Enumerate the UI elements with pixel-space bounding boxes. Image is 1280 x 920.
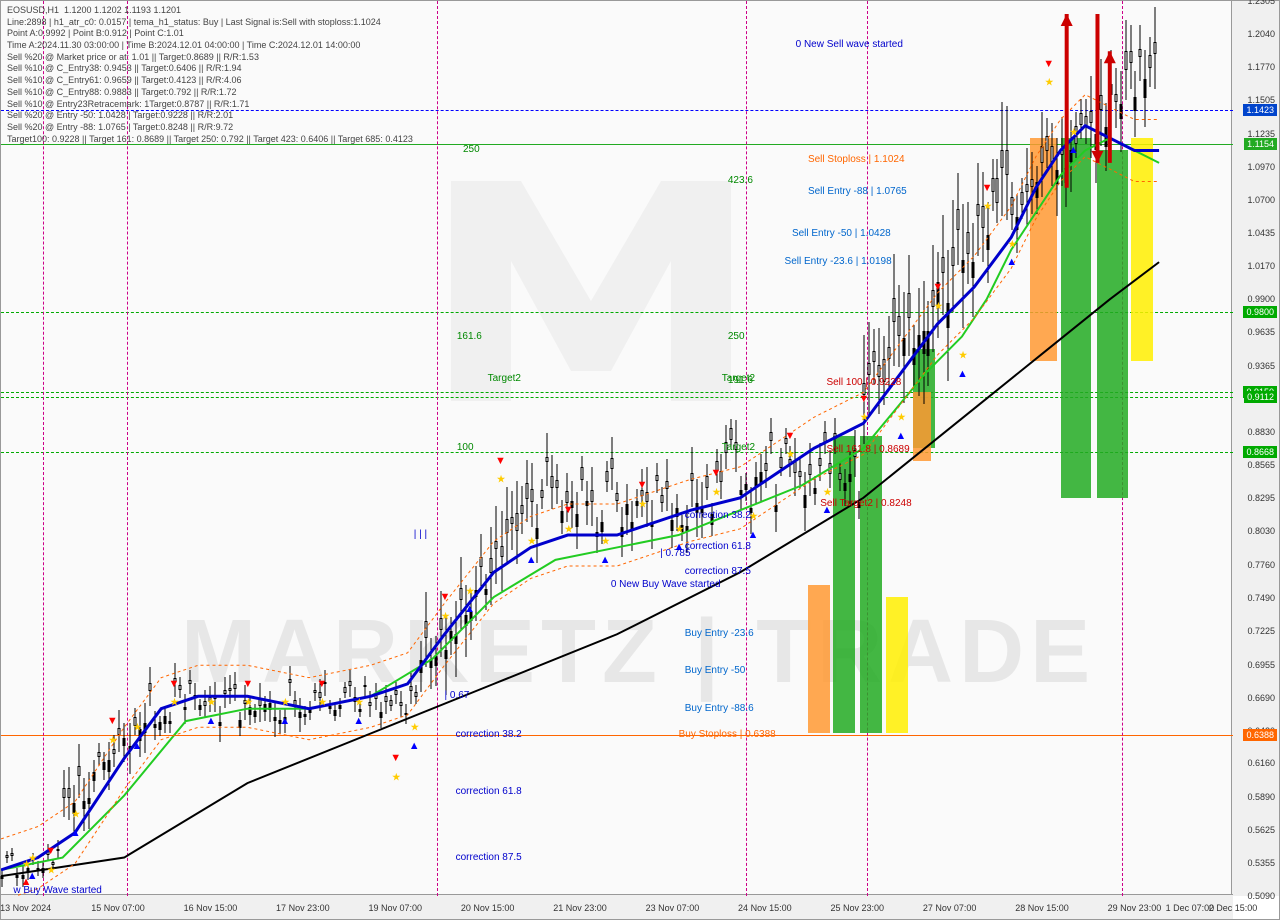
chart-annotation-label: correction 87.5 — [456, 852, 522, 863]
x-tick: 15 Nov 07:00 — [91, 903, 145, 913]
chart-annotation-label: 161.6 — [457, 331, 482, 342]
x-tick: 20 Nov 15:00 — [461, 903, 515, 913]
y-tick: 0.6160 — [1247, 758, 1275, 768]
chart-annotation-label: Sell Entry -88 | 1.0765 — [808, 186, 907, 197]
info-line: Sell %10 @ Entry23Retracemark: 1Target:0… — [7, 99, 413, 111]
y-tick: 0.8295 — [1247, 493, 1275, 503]
chart-annotation-label: Target2 — [488, 373, 521, 384]
price-level-label: 0.9800 — [1243, 306, 1277, 318]
info-text-lines: Line:2898 | h1_atr_c0: 0.0157 | tema_h1_… — [7, 17, 413, 146]
chart-annotation-label: Buy Entry -23.6 — [685, 628, 754, 639]
chart-annotation-label: Sell 161.8 | 0.8689 — [826, 444, 909, 455]
y-tick: 1.0970 — [1247, 162, 1275, 172]
x-tick: 2 Dec 15:00 — [1209, 903, 1258, 913]
y-tick: 1.2305 — [1247, 0, 1275, 6]
y-tick: 0.5625 — [1247, 825, 1275, 835]
price-level-label: 1.1154 — [1244, 138, 1277, 150]
y-tick: 0.8030 — [1247, 526, 1275, 536]
x-tick: 21 Nov 23:00 — [553, 903, 607, 913]
chart-annotation-label: w Buy Wave started — [13, 885, 102, 896]
chart-annotation-label: 191.6 — [728, 375, 753, 386]
y-tick: 0.9635 — [1247, 327, 1275, 337]
chart-annotation-label: correction 38.2 — [456, 729, 522, 740]
chart-annotation-label: Target2 — [722, 442, 755, 453]
symbol-ohlc: EOSUSD,H1 1.1200 1.1202 1.1193 1.1201 — [7, 5, 413, 17]
y-tick: 1.0435 — [1247, 228, 1275, 238]
chart-annotation-label: Sell Entry -50 | 1.0428 — [792, 228, 891, 239]
x-tick: 29 Nov 23:00 — [1108, 903, 1162, 913]
chart-annotation-label: Buy Stoploss | 0.6388 — [679, 729, 776, 740]
chart-annotation-label: | 0.67 — [445, 690, 470, 701]
y-tick: 0.8565 — [1247, 460, 1275, 470]
chart-annotation-label: Sell 100 | 0.9228 — [826, 377, 901, 388]
y-tick: 0.7490 — [1247, 593, 1275, 603]
y-tick: 1.0700 — [1247, 195, 1275, 205]
price-level-label: 0.8668 — [1243, 446, 1277, 458]
chart-annotation-label: 423.6 — [728, 175, 753, 186]
y-tick: 0.9365 — [1247, 361, 1275, 371]
y-tick: 0.5355 — [1247, 858, 1275, 868]
chart-annotation-label: Sell Stoploss | 1.1024 — [808, 154, 905, 165]
chart-annotation-label: 250 — [728, 331, 745, 342]
info-line: Sell %10 @ C_Entry88: 0.9883 || Target:0… — [7, 87, 413, 99]
y-tick: 0.8830 — [1247, 427, 1275, 437]
info-line: Line:2898 | h1_atr_c0: 0.0157 | tema_h1_… — [7, 17, 413, 29]
x-tick: 13 Nov 2024 — [0, 903, 51, 913]
x-tick: 24 Nov 15:00 — [738, 903, 792, 913]
info-line: Point A:0.9992 | Point B:0.912 | Point C… — [7, 28, 413, 40]
x-tick: 25 Nov 23:00 — [830, 903, 884, 913]
y-tick: 0.6690 — [1247, 693, 1275, 703]
chart-annotation-label: Buy Entry -88.6 — [685, 703, 754, 714]
chart-annotation-label: Sell Target2 | 0.8248 — [820, 498, 911, 509]
x-tick: 27 Nov 07:00 — [923, 903, 977, 913]
info-line: Time A:2024.11.30 03:00:00 | Time B:2024… — [7, 40, 413, 52]
x-tick: 16 Nov 15:00 — [184, 903, 238, 913]
y-tick: 1.1770 — [1247, 62, 1275, 72]
info-line: Sell %20 @ Market price or at: 1.01 || T… — [7, 52, 413, 64]
chart-annotation-label: correction 61.8 — [685, 541, 751, 552]
info-panel: EOSUSD,H1 1.1200 1.1202 1.1193 1.1201 Li… — [7, 5, 413, 145]
x-tick: 1 Dec 07:00 — [1166, 903, 1215, 913]
chart-annotation-label: correction 38.2 — [685, 510, 751, 521]
price-level-label: 0.9112 — [1244, 391, 1277, 403]
x-tick: 17 Nov 23:00 — [276, 903, 330, 913]
info-line: Sell %10 @ C_Entry38: 0.9453 || Target:0… — [7, 63, 413, 75]
info-line: Sell %20 @ Entry -88: 1.0765 | Target:0.… — [7, 122, 413, 134]
y-tick: 0.9900 — [1247, 294, 1275, 304]
y-tick: 1.0170 — [1247, 261, 1275, 271]
chart-annotation-label: correction 87.5 — [685, 566, 751, 577]
y-tick: 0.7225 — [1247, 626, 1275, 636]
plot-area[interactable]: MARKETZ | TRADE ▲★▲★▼★▲★▼★▲★▼★▲★▼★▲★▼★▲★… — [1, 1, 1233, 896]
x-axis: 13 Nov 2024 15 Nov 07:00 16 Nov 15:00 17 No… — [1, 894, 1233, 919]
y-tick: 0.5090 — [1247, 891, 1275, 901]
chart-annotation-label: | | | — [414, 529, 427, 540]
info-line: Sell %20 @ Entry -50: 1.0428 | Target:0.… — [7, 110, 413, 122]
y-tick: 0.7760 — [1247, 560, 1275, 570]
chart-container: MARKETZ | TRADE ▲★▲★▼★▲★▼★▲★▼★▲★▼★▲★▼★▲★… — [0, 0, 1280, 920]
y-tick: 0.5890 — [1247, 792, 1275, 802]
chart-annotation-label: Sell Entry -23.6 | 1.0198 — [785, 256, 892, 267]
y-axis: 1.23051.20401.17701.15051.12351.09701.07… — [1231, 1, 1279, 896]
chart-annotation-label: 250 — [463, 144, 480, 155]
chart-annotation-label: Buy Entry -50 — [685, 665, 746, 676]
x-tick: 28 Nov 15:00 — [1015, 903, 1069, 913]
info-line: Target100: 0.9228 || Target 161: 0.8689 … — [7, 134, 413, 146]
chart-annotation-label: 100 — [457, 442, 474, 453]
chart-annotation-label: 0 New Buy Wave started — [611, 579, 721, 590]
x-tick: 19 Nov 07:00 — [368, 903, 422, 913]
x-tick: 23 Nov 07:00 — [646, 903, 700, 913]
info-line: Sell %10 @ C_Entry61: 0.9659 || Target:0… — [7, 75, 413, 87]
y-tick: 1.2040 — [1247, 29, 1275, 39]
price-level-label: 1.1423 — [1243, 104, 1277, 116]
price-level-label: 0.6388 — [1243, 729, 1277, 741]
chart-annotation-label: 0 New Sell wave started — [796, 39, 903, 50]
chart-annotation-label: correction 61.8 — [456, 786, 522, 797]
y-tick: 0.6955 — [1247, 660, 1275, 670]
